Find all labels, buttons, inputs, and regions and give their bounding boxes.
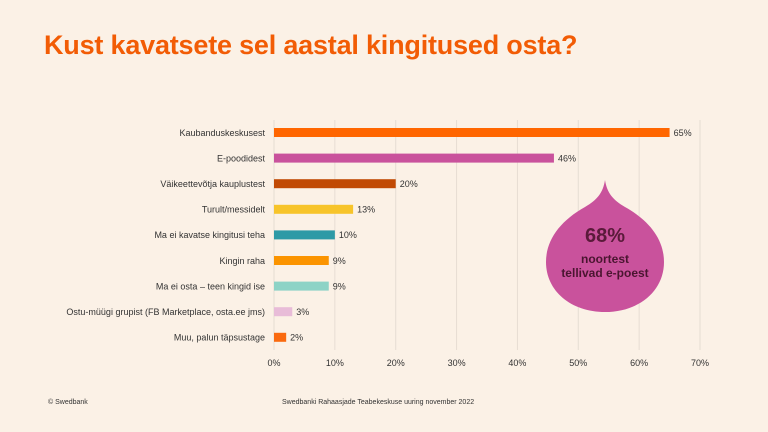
bar <box>274 153 554 163</box>
data-label: 3% <box>296 307 309 317</box>
callout-line-2: tellivad e-poest <box>561 266 649 280</box>
bar <box>274 281 329 291</box>
data-label: 13% <box>357 205 375 215</box>
data-label: 20% <box>400 179 418 189</box>
bar <box>274 307 293 317</box>
data-label: 65% <box>674 128 692 138</box>
x-tick-label: 30% <box>448 358 466 368</box>
bar <box>274 256 329 265</box>
callout-line-1: noortest <box>581 252 629 266</box>
x-tick-label: 50% <box>569 358 587 368</box>
callout-text: noortest tellivad e-poest <box>545 252 665 280</box>
x-tick-label: 40% <box>508 358 526 368</box>
x-tick-label: 70% <box>691 358 709 368</box>
bar <box>274 179 396 189</box>
category-label: Turult/messidelt <box>202 205 266 215</box>
category-label: Ma ei osta – teen kingid ise <box>156 281 265 291</box>
data-label: 2% <box>290 333 303 343</box>
x-tick-label: 10% <box>326 358 344 368</box>
category-label: Kaubanduskeskusest <box>179 128 265 138</box>
category-label: Muu, palun täpsustage <box>174 333 265 343</box>
bar <box>274 204 354 214</box>
x-tick-label: 60% <box>630 358 648 368</box>
footer-source: Swedbanki Rahaasjade Teabekeskuse uuring… <box>282 399 475 406</box>
bar <box>274 332 287 342</box>
category-label: Ostu-müügi grupist (FB Marketplace, osta… <box>66 307 265 317</box>
highlight-callout: 68% noortest tellivad e-poest <box>545 178 665 313</box>
data-label: 46% <box>558 153 576 163</box>
bar <box>274 230 335 240</box>
bar <box>274 128 670 137</box>
category-label: Väikeettevõtja kauplustest <box>160 179 265 189</box>
page-title: Kust kavatsete sel aastal kingitused ost… <box>44 30 578 60</box>
category-label: E-poodidest <box>217 153 266 163</box>
category-label: Kingin raha <box>219 256 265 266</box>
x-tick-label: 0% <box>267 358 280 368</box>
data-label: 9% <box>333 256 346 266</box>
drop-shape-icon <box>546 180 664 312</box>
category-label: Ma ei kavatse kingitusi teha <box>154 230 265 240</box>
x-tick-label: 20% <box>387 358 405 368</box>
callout-value: 68% <box>584 225 626 247</box>
data-label: 10% <box>339 230 357 240</box>
footer-copyright: © Swedbank <box>48 399 88 406</box>
data-label: 9% <box>333 281 346 291</box>
